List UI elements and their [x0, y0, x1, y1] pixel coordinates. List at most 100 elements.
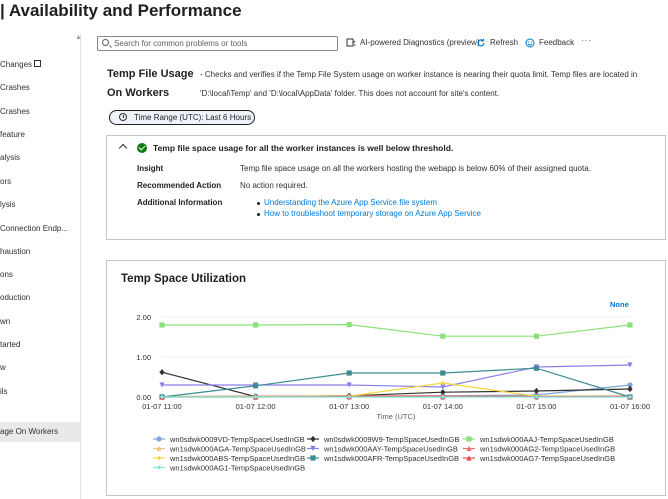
sidebar-item[interactable]: lysis	[0, 195, 80, 215]
bullet	[257, 202, 260, 205]
data-point	[253, 383, 259, 389]
sidebar-item[interactable]: Crashes	[0, 78, 80, 98]
series-line	[162, 323, 631, 337]
data-point	[159, 322, 165, 328]
sidebar-item-label: Crashes	[0, 83, 30, 92]
bullet	[257, 213, 260, 216]
data-point	[627, 394, 633, 400]
y-tick-label: 1.00	[136, 353, 151, 362]
sidebar-item-label: alysis	[0, 153, 21, 162]
legend-item[interactable]: wn0sdwk0009W9-TempSpaceUsedInGB	[323, 435, 459, 444]
sidebar-item[interactable]: ons	[0, 265, 80, 285]
ai-diagnostics-button[interactable]: AI-powered Diagnostics (preview)	[346, 38, 480, 48]
insight-card: Temp file space usage for all the worker…	[106, 135, 666, 240]
sidebar-item-label: ils	[0, 387, 8, 396]
legend-item[interactable]: wn1sdwk000AFR-TempSpaceUsedInGB	[323, 454, 459, 463]
data-point	[156, 436, 162, 442]
data-point	[533, 387, 539, 395]
feedback-button[interactable]: Feedback	[525, 38, 574, 48]
time-range-button[interactable]: Time Range (UTC): Last 6 Hours	[109, 110, 255, 125]
sidebar-item[interactable]: feature	[0, 125, 80, 145]
detector-description-line1: - Checks and verifies if the Temp File S…	[200, 70, 638, 79]
more-options-icon[interactable]: ···	[213, 4, 227, 16]
y-tick-label: 2.00	[136, 313, 151, 322]
sidebar-item[interactable]: Connection Endp...	[0, 219, 80, 239]
recommended-action-value: No action required.	[240, 181, 308, 190]
x-tick-label: 01-07 11:00	[142, 402, 181, 411]
detector-title-line2: On Workers	[107, 87, 170, 99]
data-point	[440, 333, 446, 339]
success-check-icon	[137, 143, 147, 153]
sidebar-item-label: wn	[0, 317, 11, 326]
link-troubleshoot-temp-storage[interactable]: How to troubleshoot temporary storage on…	[264, 209, 482, 218]
data-point	[346, 322, 352, 328]
data-point	[159, 382, 165, 388]
sidebar-item[interactable]: w	[0, 358, 80, 378]
data-point	[346, 370, 352, 376]
data-point	[533, 394, 539, 400]
series-line	[162, 364, 631, 388]
data-point	[627, 382, 633, 388]
y-tick-label: 0.00	[136, 393, 151, 402]
data-point	[627, 362, 633, 368]
data-point	[346, 382, 352, 388]
sidebar-item[interactable]: ors	[0, 172, 80, 192]
data-point	[440, 394, 446, 400]
chart-title: Temp Space Utilization	[121, 273, 247, 285]
data-point	[346, 394, 352, 400]
detector-title-line1: Temp File Usage	[107, 68, 194, 80]
sidebar-item[interactable]: Crashes	[0, 102, 80, 122]
legend-toggle-none[interactable]: None	[610, 300, 629, 309]
sidebar-item-changes[interactable]: Changes	[0, 55, 80, 75]
insight-value: Temp file space usage on all the workers…	[240, 164, 591, 173]
refresh-button[interactable]: Refresh	[476, 38, 518, 48]
sidebar-item-label: age On Workers	[0, 427, 59, 436]
sidebar-item-label: oduction	[0, 293, 31, 302]
legend-item[interactable]: wn1sdwk000AAY-TempSpaceUsedInGB	[323, 444, 458, 453]
sidebar-item-label: feature	[0, 130, 25, 139]
x-tick-label: 01-07 16:00	[610, 402, 650, 411]
sidebar: ▲ Changes Crashes Crashes feature alysis…	[0, 34, 82, 499]
sidebar-item-label: tarted	[0, 340, 21, 349]
data-point	[310, 445, 316, 452]
sidebar-item[interactable]: haustion	[0, 242, 80, 262]
search-placeholder: Search for common problems or tools	[114, 39, 248, 48]
refresh-icon	[477, 38, 485, 47]
feedback-label: Feedback	[539, 38, 575, 48]
legend-item[interactable]: wn1sdwk000AG7-TempSpaceUsedInGB	[479, 454, 615, 463]
additional-info-label: Additional Information	[137, 198, 223, 207]
data-point	[310, 435, 316, 443]
sidebar-item[interactable]: alysis	[0, 148, 80, 168]
chevron-up-icon[interactable]	[118, 143, 128, 153]
top-bar: | Availability and Performance ···	[0, 0, 668, 34]
sidebar-item-temp-usage-on-workers[interactable]: age On Workers	[0, 422, 80, 442]
data-point	[466, 445, 472, 452]
detector-description-line2: 'D:\local\Temp' and 'D:\local\AppData' f…	[200, 89, 500, 98]
sidebar-item[interactable]: tarted	[0, 335, 80, 355]
legend-item[interactable]: wn1sdwk000AG2-TempSpaceUsedInGB	[479, 444, 615, 453]
legend-item[interactable]: wn0sdwk0009VD-TempSpaceUsedInGB	[169, 435, 305, 444]
scroll-up-icon[interactable]: ▲	[75, 34, 82, 41]
x-axis-label: Time (UTC)	[377, 412, 416, 421]
search-input[interactable]: Search for common problems or tools	[97, 36, 338, 51]
legend-item[interactable]: wn1sdwk000AGA-TempSpaceUsedInGB	[169, 444, 306, 453]
sidebar-item[interactable]: wn	[0, 312, 80, 332]
more-commands-icon[interactable]: ···	[581, 36, 592, 45]
data-point	[253, 394, 259, 400]
time-range-label: Time Range (UTC): Last 6 Hours	[134, 113, 252, 122]
data-point	[156, 455, 162, 461]
refresh-label: Refresh	[490, 38, 519, 48]
legend-item[interactable]: wn1sdwk000AAJ-TempSpaceUsedInGB	[479, 435, 614, 444]
link-azure-file-system[interactable]: Understanding the Azure App Service file…	[264, 198, 437, 207]
legend-item[interactable]: wn1sdwk000AG1-TempSpaceUsedInGB	[169, 463, 305, 472]
smiley-icon	[525, 38, 535, 48]
legend-item[interactable]: wn1sdwk000ABS-TempSpaceUsedInGB	[169, 454, 305, 463]
data-point	[627, 385, 633, 393]
x-tick-label: 01-07 14:00	[423, 402, 463, 411]
data-point	[440, 380, 446, 386]
data-point	[310, 455, 316, 461]
x-tick-label: 01-07 13:00	[329, 402, 369, 411]
data-point	[533, 365, 539, 371]
sidebar-item[interactable]: ils	[0, 382, 80, 402]
sidebar-item[interactable]: oduction	[0, 288, 80, 308]
